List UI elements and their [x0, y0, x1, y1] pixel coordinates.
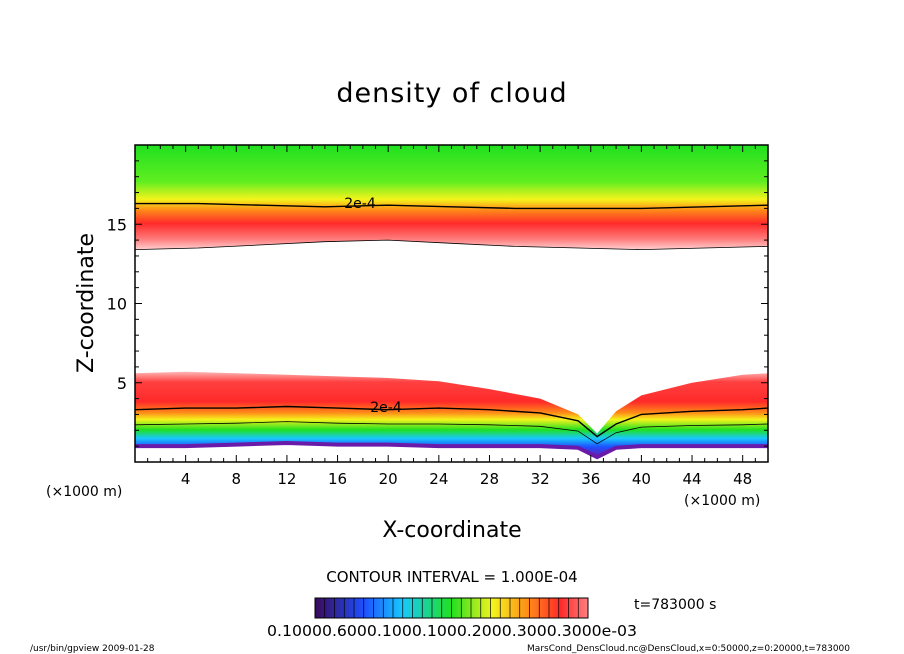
upper-cloud-layer: [135, 145, 768, 250]
y-tick-label: 10: [107, 295, 127, 314]
time-label: t=783000 s: [634, 597, 716, 613]
x-axis-unit-left: (×1000 m): [46, 484, 122, 500]
x-tick-label: 16: [328, 470, 347, 488]
lower-contour-line-2: [135, 421, 768, 445]
lower-cloud-layer: [135, 371, 768, 458]
lower-contour-line: [135, 405, 768, 438]
x-axis-unit-right: (×1000 m): [684, 493, 760, 509]
x-axis: 4 8 12 16 20 24 28 32 36 40 44 48: [147, 145, 756, 488]
y-axis-label: Z-coordinate: [74, 233, 99, 373]
colorbar: [314, 597, 589, 619]
x-tick-label: 36: [581, 470, 600, 488]
upper-contour-line: [135, 202, 768, 210]
plot-area: [135, 145, 768, 460]
lower-cloud-bottom-edge: [135, 440, 768, 460]
x-tick-label: 8: [232, 470, 242, 488]
contour-label-upper: 2e-4: [344, 196, 376, 212]
x-tick-label: 48: [733, 470, 752, 488]
x-tick-label: 4: [181, 470, 191, 488]
x-tick-label: 12: [277, 470, 296, 488]
y-tick-label: 5: [117, 374, 127, 393]
y-tick-label: 15: [107, 215, 127, 234]
x-tick-label: 28: [480, 470, 499, 488]
upper-cloud-base-contour: [135, 239, 768, 251]
footer-right: MarsCond_DensCloud.nc@DensCloud,x=0:5000…: [527, 644, 850, 654]
x-tick-label: 20: [379, 470, 398, 488]
colorbar-labels: 0.10000.6000.1000.1000.2000.3000.3000e-0…: [267, 622, 637, 640]
footer-left: /usr/bin/gpview 2009-01-28: [30, 644, 155, 654]
contour-interval: CONTOUR INTERVAL = 1.000E-04: [326, 568, 577, 586]
x-tick-label: 44: [682, 470, 701, 488]
contour-label-lower: 2e-4: [370, 400, 402, 416]
chart-title: density of cloud: [336, 78, 567, 109]
x-tick-label: 24: [429, 470, 448, 488]
x-tick-label: 40: [632, 470, 651, 488]
y-axis: 5 10 15: [107, 160, 768, 447]
x-tick-label: 32: [531, 470, 550, 488]
x-axis-label: X-coordinate: [382, 518, 521, 543]
